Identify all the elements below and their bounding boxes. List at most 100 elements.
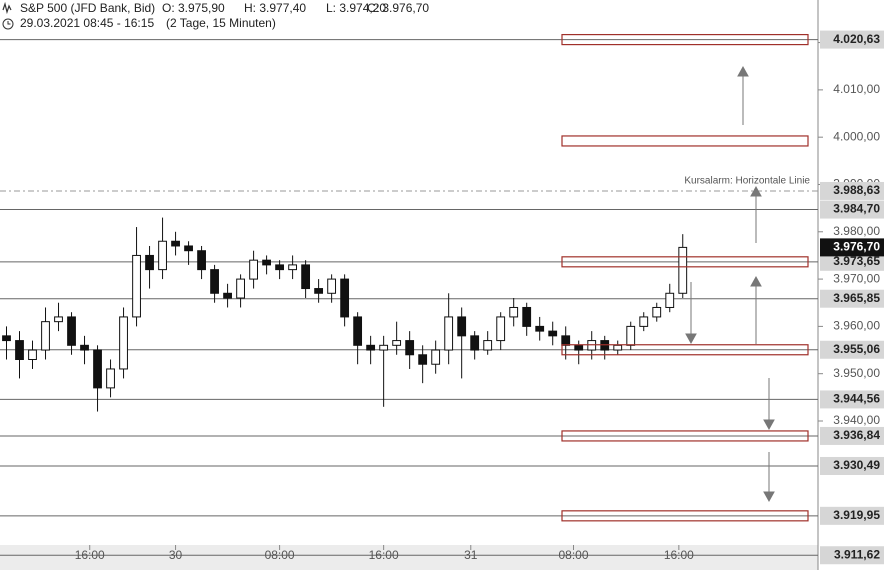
header-instrument: S&P 500 (JFD Bank, Bid) bbox=[20, 1, 155, 15]
candle-body bbox=[678, 246, 688, 294]
candle-body bbox=[613, 344, 623, 351]
candle-body bbox=[158, 240, 167, 271]
y-tick-label: 3.980,00 bbox=[833, 224, 880, 238]
zone-box bbox=[561, 344, 809, 356]
level-label: 3.973,65 bbox=[833, 254, 880, 268]
candle-body bbox=[145, 254, 154, 271]
level-label: 3.984,70 bbox=[833, 202, 880, 216]
candle-body bbox=[431, 349, 441, 365]
candle-body bbox=[223, 292, 232, 299]
zone-box bbox=[561, 256, 809, 268]
candle-body bbox=[626, 325, 636, 346]
candle-body bbox=[301, 264, 311, 290]
candle-body bbox=[210, 269, 219, 294]
alarm-label: Kursalarm: Horizontale Linie bbox=[684, 176, 810, 187]
candle-body bbox=[249, 259, 258, 280]
x-tick-label: 16:00 bbox=[369, 548, 399, 562]
candle-body bbox=[236, 278, 245, 299]
candle-body bbox=[561, 335, 571, 346]
level-label: 3.911,62 bbox=[834, 547, 880, 561]
x-tick-label: 31 bbox=[464, 548, 478, 562]
y-tick-label: 3.940,00 bbox=[833, 413, 880, 427]
level-label-box bbox=[820, 30, 884, 49]
header-high: H: 3.977,40 bbox=[244, 1, 306, 15]
header-icons bbox=[2, 1, 14, 30]
candle-body bbox=[353, 316, 363, 346]
candle-body bbox=[54, 316, 63, 323]
y-tick-label: 4.000,00 bbox=[833, 129, 880, 143]
level-label-box bbox=[820, 390, 884, 409]
level-label: 3.930,49 bbox=[833, 458, 880, 472]
level-label: 3.965,85 bbox=[833, 291, 880, 305]
candle-body bbox=[548, 330, 558, 337]
level-label-box bbox=[820, 252, 884, 271]
candle-body bbox=[340, 278, 350, 318]
level-label-box bbox=[820, 340, 884, 359]
y-tick-label: 3.950,00 bbox=[833, 366, 880, 380]
candle-body bbox=[366, 344, 376, 351]
level-label-box bbox=[820, 456, 884, 475]
last-price-box bbox=[820, 238, 884, 257]
level-label-box bbox=[820, 426, 884, 445]
level-label-box bbox=[820, 181, 884, 200]
candle-body bbox=[15, 340, 24, 361]
candle-body bbox=[457, 316, 467, 337]
y-tick-label: 3.970,00 bbox=[833, 271, 880, 285]
y-tick-label: 4.010,00 bbox=[833, 82, 880, 96]
zone-box bbox=[561, 135, 809, 147]
candle-body bbox=[314, 288, 324, 294]
level-label: 3.936,84 bbox=[833, 428, 880, 442]
candle-body bbox=[288, 264, 298, 271]
level-label-box bbox=[820, 200, 884, 219]
candle-body bbox=[470, 335, 480, 351]
level-label-box bbox=[820, 506, 884, 525]
level-label: 4.020,63 bbox=[833, 32, 880, 46]
level-label: 3.919,95 bbox=[833, 508, 880, 522]
header-low: L: 3.974,20 bbox=[326, 1, 386, 15]
candle-body bbox=[184, 245, 193, 252]
candle-body bbox=[275, 264, 285, 271]
candle-body bbox=[392, 340, 402, 346]
header-range: 29.03.2021 08:45 - 16:15 bbox=[20, 16, 154, 30]
candle-body bbox=[522, 306, 532, 327]
zone-box bbox=[561, 33, 809, 46]
candle-body bbox=[67, 316, 76, 346]
candle-body bbox=[327, 278, 337, 294]
candle-body bbox=[574, 344, 584, 351]
candle-body bbox=[665, 292, 675, 308]
x-tick-label: 16:00 bbox=[664, 548, 694, 562]
candle-body bbox=[80, 344, 89, 351]
candle-body bbox=[639, 316, 649, 327]
candle-body bbox=[535, 325, 545, 332]
x-axis-strip bbox=[0, 545, 818, 570]
level-label-box bbox=[820, 289, 884, 308]
x-tick-label: 08:00 bbox=[558, 548, 588, 562]
candle-body bbox=[28, 349, 37, 361]
candle-body bbox=[405, 340, 415, 356]
candle-body bbox=[444, 316, 454, 351]
candle-body bbox=[41, 321, 50, 351]
candle-body bbox=[2, 335, 11, 342]
candle-body bbox=[418, 354, 428, 365]
header-period: (2 Tage, 15 Minuten) bbox=[166, 16, 276, 30]
x-tick-label: 16:00 bbox=[75, 548, 105, 562]
candle-body bbox=[652, 306, 662, 318]
candle-body bbox=[132, 254, 141, 318]
candle-body bbox=[379, 344, 389, 351]
level-label-box bbox=[820, 546, 884, 565]
candle-body bbox=[483, 340, 493, 351]
x-tick-label: 30 bbox=[169, 548, 183, 562]
level-label: 3.955,06 bbox=[833, 342, 880, 356]
candle-body bbox=[197, 250, 206, 271]
zone-box bbox=[561, 430, 809, 442]
level-label: 3.944,56 bbox=[833, 392, 880, 406]
candle-body bbox=[106, 368, 115, 389]
candle-body bbox=[496, 316, 506, 342]
candle-body bbox=[509, 306, 519, 318]
x-tick-label: 08:00 bbox=[265, 548, 295, 562]
y-tick-label: 3.960,00 bbox=[833, 319, 880, 333]
header-open: O: 3.975,90 bbox=[162, 1, 225, 15]
candle-body bbox=[93, 349, 102, 389]
